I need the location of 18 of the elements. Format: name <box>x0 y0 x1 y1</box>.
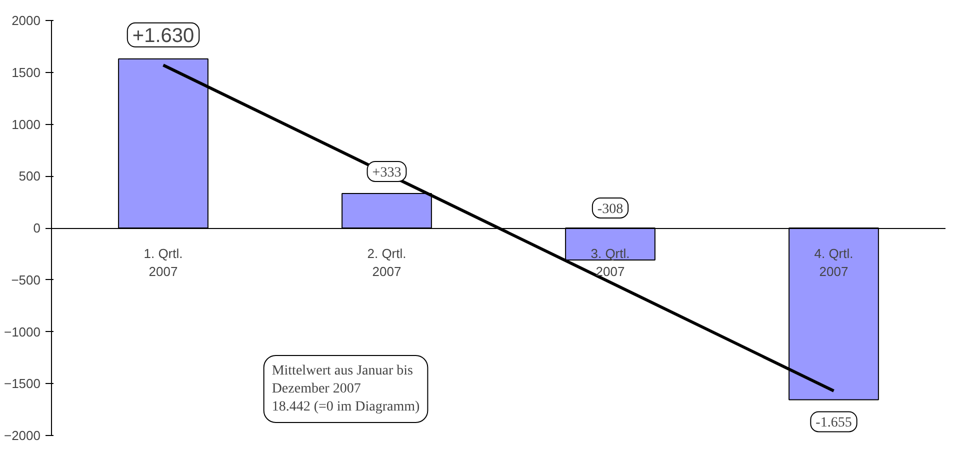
data-label: +1.630 <box>132 24 194 47</box>
y-tick-label: 1000 <box>12 116 40 132</box>
x-tick-label: 2. Qrtl. 2007 <box>367 246 406 279</box>
data-label: +333 <box>372 165 402 180</box>
data-label: -308 <box>597 202 624 217</box>
y-tick-label: 0 <box>33 220 41 236</box>
y-tick-label: −500 <box>11 272 41 288</box>
x-tick-label: 4. Qrtl. 2007 <box>814 246 854 279</box>
y-tick-label: −1000 <box>4 324 41 340</box>
x-tick-label: 3. Qrtl. 2007 <box>590 246 630 279</box>
y-tick-label: 500 <box>18 168 41 184</box>
data-label: -1.655 <box>816 416 852 431</box>
y-tick-label: −1500 <box>4 376 41 392</box>
y-tick-label: 2000 <box>12 13 40 28</box>
annotation: Mittelwert aus Januar bis Dezember 2007 18.442 (=0 im Diagramm) <box>272 364 420 414</box>
x-tick-label: 1. Qrtl. 2007 <box>144 246 183 279</box>
y-tick-label: 1500 <box>12 64 40 80</box>
y-tick-label: −2000 <box>4 428 41 443</box>
